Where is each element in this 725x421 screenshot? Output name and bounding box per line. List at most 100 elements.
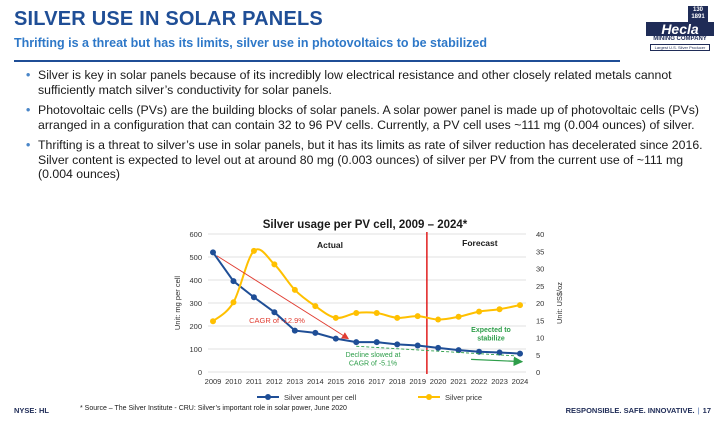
x-tick-label: 2020	[430, 377, 447, 386]
page-subtitle: Thrifting is a threat but has its limits…	[14, 36, 487, 50]
x-tick-label: 2017	[368, 377, 385, 386]
data-point-silver-price	[414, 313, 421, 320]
y-right-tick-label: 15	[536, 316, 544, 325]
x-tick-label: 2013	[287, 377, 304, 386]
data-point-silver-amount	[373, 339, 380, 346]
x-tick-label: 2015	[327, 377, 344, 386]
data-point-silver-amount	[250, 294, 257, 301]
data-point-silver-price	[435, 316, 442, 323]
bullet-text: Thrifting is a threat to silver’s use in…	[38, 138, 703, 181]
bullet-list: • Silver is key in solar panels because o…	[26, 68, 716, 188]
x-tick-label: 2010	[225, 377, 242, 386]
x-tick-label: 2011	[246, 377, 262, 386]
bullet-item: • Silver is key in solar panels because o…	[26, 68, 716, 97]
y-right-tick-label: 25	[536, 282, 544, 291]
data-point-silver-amount	[312, 329, 319, 336]
legend-marker	[265, 394, 271, 400]
footer-ticker: NYSE: HL	[14, 406, 50, 415]
y-left-tick-label: 100	[189, 345, 202, 354]
bullet-dot-icon: •	[26, 103, 31, 117]
x-tick-label: 2021	[450, 377, 467, 386]
region-label-actual: Actual	[317, 240, 343, 250]
y-right-tick-label: 10	[536, 334, 544, 343]
data-point-silver-price	[332, 314, 339, 321]
data-point-silver-price	[250, 247, 257, 254]
bullet-item: • Photovoltaic cells (PVs) are the buildi…	[26, 103, 716, 132]
logo-badge: 130 1891	[688, 6, 708, 22]
data-point-silver-amount	[291, 327, 298, 334]
y-left-tick-label: 300	[189, 299, 202, 308]
y-right-tick-label: 35	[536, 247, 544, 256]
data-point-silver-amount	[517, 350, 523, 357]
data-point-silver-amount	[353, 339, 360, 346]
page-title: SILVER USE IN SOLAR PANELS	[14, 8, 323, 30]
footer-separator: |	[697, 406, 700, 415]
x-tick-label: 2014	[307, 377, 324, 386]
y-left-tick-label: 500	[189, 253, 202, 262]
bullet-text: Silver is key in solar panels because of…	[38, 68, 672, 97]
title-divider	[14, 60, 620, 62]
footer-tagline-block: RESPONSIBLE. SAFE. INNOVATIVE. | 17	[566, 406, 711, 415]
annotation-decline-slowed: Decline slowed at CAGR of -5.1%	[346, 352, 401, 368]
page-number: 17	[702, 406, 711, 415]
legend-label: Silver price	[445, 393, 482, 402]
data-point-silver-price	[476, 308, 483, 315]
series-line-silver-price	[212, 248, 521, 323]
region-label-forecast: Forecast	[462, 238, 498, 248]
y-left-tick-label: 600	[189, 230, 202, 239]
data-point-silver-price	[291, 286, 298, 293]
logo-name: Hecla	[646, 22, 714, 36]
y-right-tick-label: 40	[536, 230, 544, 239]
x-tick-label: 2019	[409, 377, 426, 386]
data-point-silver-price	[312, 303, 319, 310]
annotation-cagr-129: CAGR of -12.9%	[249, 316, 305, 325]
data-point-silver-amount	[414, 342, 421, 349]
bullet-dot-icon: •	[26, 68, 31, 82]
y-left-axis-label: Unit: mg per cell	[173, 276, 182, 331]
data-point-silver-amount	[496, 349, 503, 356]
x-tick-label: 2024	[512, 377, 529, 386]
company-logo: 130 1891 Hecla MINING COMPANY Largest U.…	[646, 6, 714, 60]
data-point-silver-amount	[435, 344, 442, 351]
data-point-silver-price	[455, 313, 462, 320]
data-point-silver-price	[230, 299, 237, 306]
silver-usage-chart: Silver usage per PV cell, 2009 – 2024* 0…	[173, 219, 564, 402]
y-right-tick-label: 0	[536, 368, 540, 377]
x-tick-label: 2016	[348, 377, 365, 386]
data-point-silver-amount	[332, 335, 339, 342]
y-left-tick-label: 0	[198, 368, 202, 377]
x-tick-label: 2012	[266, 377, 283, 386]
footer-tagline: RESPONSIBLE. SAFE. INNOVATIVE.	[565, 406, 695, 415]
x-tick-label: 2022	[471, 377, 488, 386]
trend-arrow-red	[216, 255, 350, 340]
trend-line-green	[356, 345, 517, 357]
legend-marker	[426, 394, 432, 400]
data-point-silver-amount	[394, 341, 401, 348]
bullet-dot-icon: •	[26, 138, 31, 152]
data-point-silver-amount	[455, 347, 462, 354]
logo-tagline: Largest U.S. Silver Producer	[650, 44, 710, 51]
annotation-expected-stabilize: Expected to stabilize	[471, 327, 511, 343]
y-right-axis-label: Unit: US$/oz	[555, 282, 564, 324]
trend-arrow-green	[471, 356, 524, 367]
y-right-tick-label: 30	[536, 265, 544, 274]
data-point-silver-price	[210, 318, 216, 325]
x-tick-label: 2023	[491, 377, 508, 386]
data-point-silver-price	[394, 314, 401, 321]
y-right-tick-label: 20	[536, 299, 544, 308]
footer-source: * Source – The Silver Institute - CRU: S…	[80, 405, 347, 412]
chart-title: Silver usage per PV cell, 2009 – 2024*	[263, 219, 468, 231]
data-point-silver-amount	[271, 309, 278, 316]
y-left-tick-label: 200	[189, 322, 202, 331]
y-left-tick-label: 400	[189, 276, 202, 285]
data-point-silver-price	[496, 306, 503, 313]
data-point-silver-price	[353, 310, 360, 317]
bullet-item: • Thrifting is a threat to silver’s use i…	[26, 138, 716, 182]
data-point-silver-price	[373, 310, 380, 317]
data-point-silver-amount	[230, 278, 237, 285]
legend-label: Silver amount per cell	[284, 393, 356, 402]
logo-company: MINING COMPANY	[653, 36, 707, 42]
x-tick-label: 2009	[205, 377, 222, 386]
series-line-silver-amount	[212, 251, 521, 355]
